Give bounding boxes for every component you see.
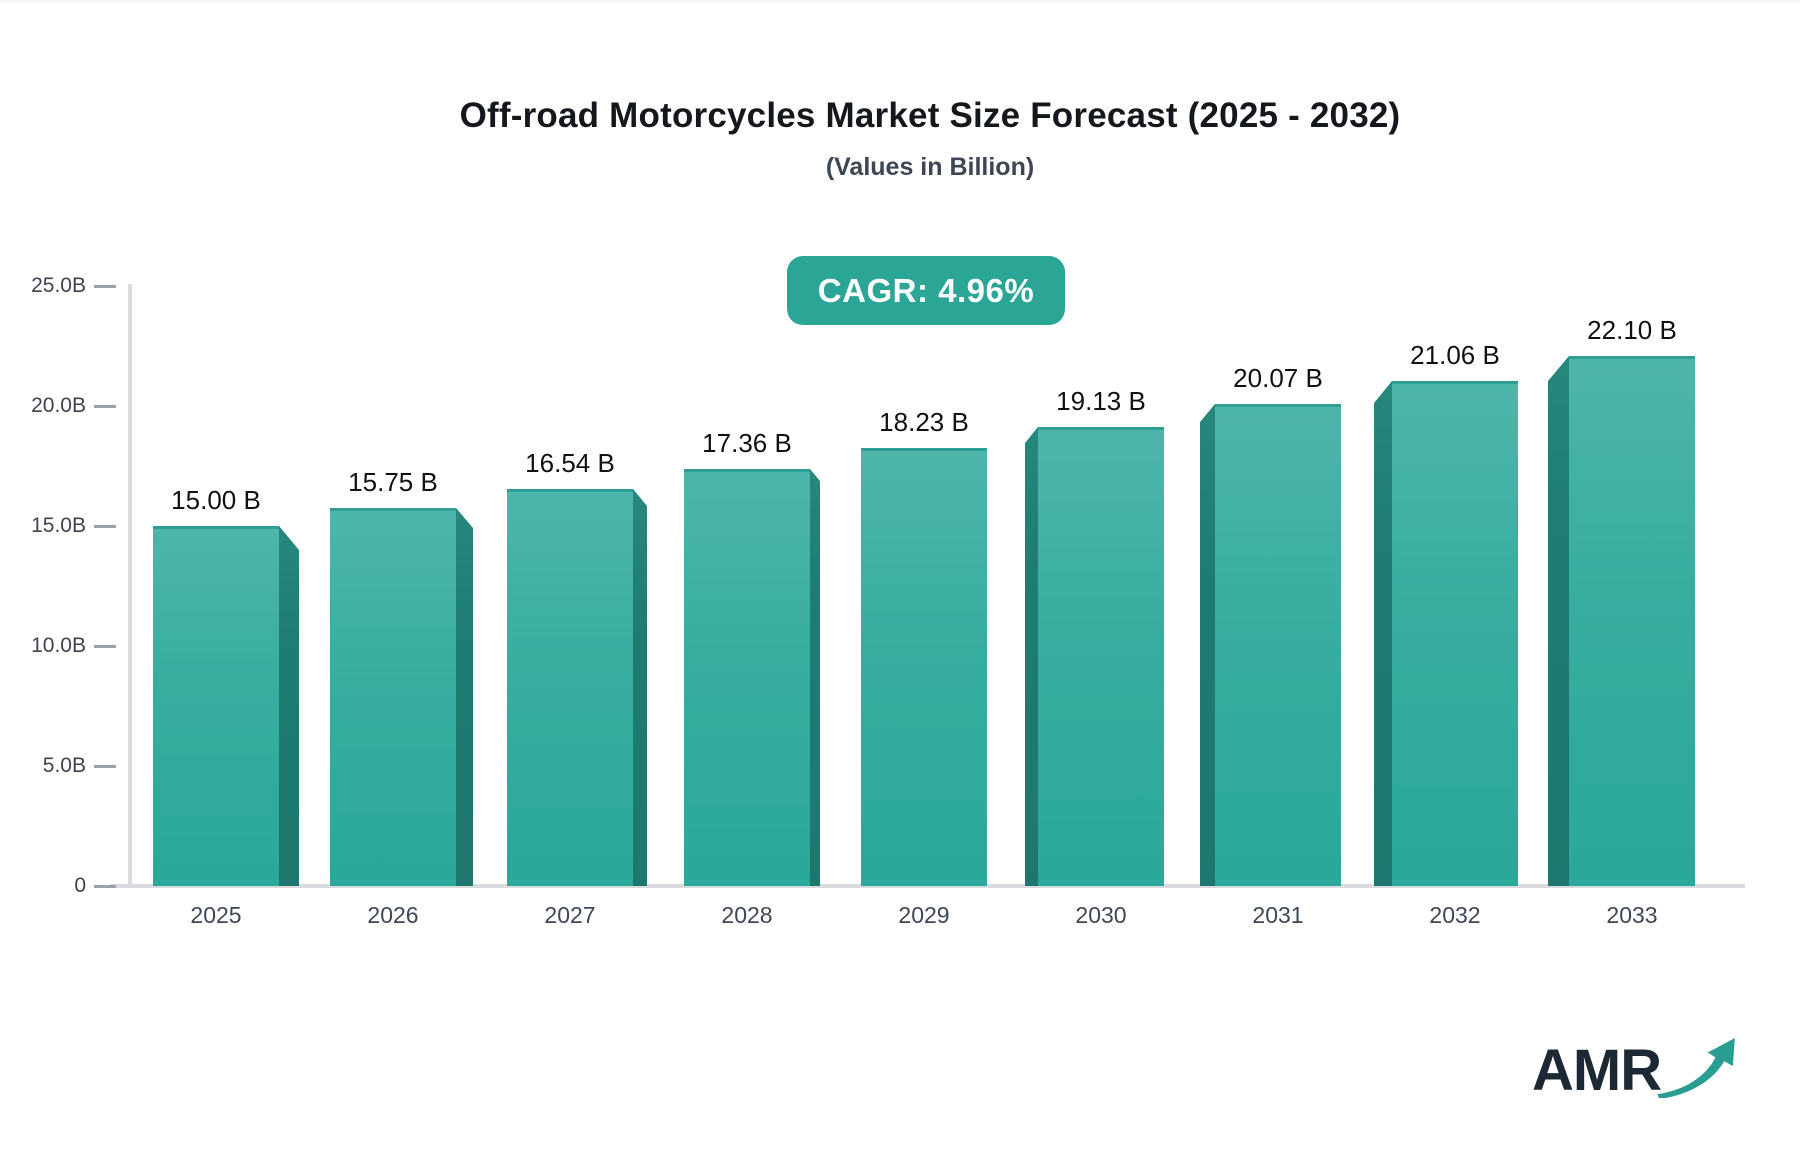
x-tick-label-2028: 2028	[721, 902, 773, 928]
bar-side-face	[810, 469, 820, 886]
bar-2028[interactable]	[684, 469, 810, 886]
bar-value-label: 16.54 B	[525, 448, 615, 478]
bar-value-label: 22.10 B	[1587, 315, 1677, 345]
y-tick-mark	[94, 765, 116, 768]
y-tick-label: 0	[74, 874, 86, 897]
y-tick-label: 10.0B	[31, 634, 86, 657]
bar-side-face	[1548, 356, 1569, 886]
bar-value-label: 20.07 B	[1233, 363, 1323, 393]
y-tick-label: 15.0B	[31, 514, 86, 537]
bar-2025[interactable]	[153, 526, 279, 886]
bar-value-label: 15.75 B	[348, 467, 438, 497]
bar-2031[interactable]	[1215, 404, 1341, 886]
x-axis-baseline	[110, 884, 1745, 888]
bar-2029[interactable]	[861, 448, 987, 886]
x-tick-label-2026: 2026	[367, 902, 419, 928]
cagr-badge: CAGR: 4.96%	[787, 256, 1065, 325]
cagr-badge-label: CAGR: 4.96%	[817, 271, 1035, 309]
bar-2033[interactable]	[1569, 356, 1695, 886]
y-tick-mark	[94, 285, 116, 288]
bar-2026[interactable]	[330, 508, 456, 886]
bar-side-face	[1200, 404, 1215, 886]
x-tick-label-2031: 2031	[1252, 902, 1304, 928]
chart-subtitle: (Values in Billion)	[825, 153, 1035, 181]
bar-value-label: 19.13 B	[1056, 386, 1146, 416]
bar-2032[interactable]	[1392, 381, 1518, 886]
y-tick-mark	[94, 645, 116, 648]
growth-arrow-icon	[1657, 1037, 1735, 1098]
x-tick-label-2032: 2032	[1429, 902, 1481, 928]
bar-side-face	[633, 489, 647, 886]
chart-title: Off-road Motorcycles Market Size Forecas…	[459, 96, 1401, 135]
x-tick-label-2025: 2025	[190, 902, 242, 928]
bar-2030[interactable]	[1038, 427, 1164, 886]
bar-2027[interactable]	[507, 489, 633, 886]
bar-value-label: 21.06 B	[1410, 340, 1500, 370]
amr-logo-text: AMR	[1532, 1038, 1662, 1103]
bar-side-face	[1025, 427, 1038, 886]
x-tick-label-2027: 2027	[544, 902, 596, 928]
top-strip	[0, 0, 1800, 3]
y-axis-line	[128, 284, 132, 888]
bar-value-label: 15.00 B	[171, 485, 261, 515]
y-tick-label: 5.0B	[42, 754, 86, 777]
bar-side-face	[456, 508, 473, 886]
y-tick-mark	[94, 405, 116, 408]
bar-side-face	[279, 526, 299, 886]
x-tick-label-2029: 2029	[898, 902, 950, 928]
y-tick-label: 20.0B	[31, 394, 86, 417]
y-tick-mark	[94, 525, 116, 528]
y-tick-label: 25.0B	[31, 274, 86, 297]
x-tick-label-2030: 2030	[1075, 902, 1127, 928]
amr-logo: AMR	[1532, 1036, 1743, 1102]
bar-side-face	[1374, 381, 1392, 886]
y-tick-mark	[94, 885, 116, 888]
x-tick-label-2033: 2033	[1606, 902, 1658, 928]
bar-value-label: 18.23 B	[879, 407, 969, 437]
bar-value-label: 17.36 B	[702, 428, 792, 458]
